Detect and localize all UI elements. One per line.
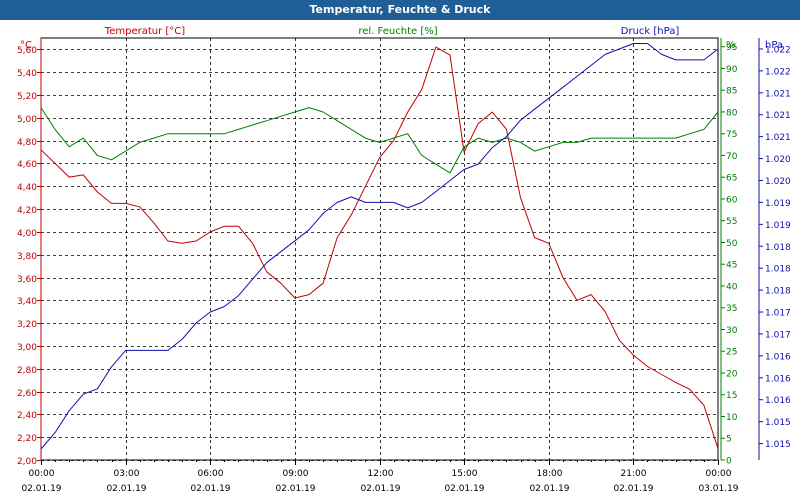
- series-pressure: [40, 43, 719, 450]
- x-tick-date: 02.01.19: [21, 484, 61, 494]
- left-tick-label: 3,40: [17, 297, 37, 307]
- axis-x: 00:00 02.01.19 03:00 02.01.19 06:00 02.01.19 0…: [21, 460, 739, 494]
- grid: [41, 38, 718, 461]
- mid-tick-label: 35: [726, 304, 737, 314]
- left-tick-label: 5,00: [17, 115, 37, 125]
- series-temperature: [40, 46, 719, 449]
- right-tick-label: 1.020: [765, 177, 791, 187]
- x-tick-date: 02.01.19: [275, 484, 315, 494]
- x-tick-time: 06:00: [198, 469, 224, 479]
- mid-tick-label: 30: [726, 326, 738, 336]
- x-tick-time: 15:00: [452, 469, 478, 479]
- right-axis-unit: hPa: [765, 40, 783, 51]
- left-tick-label: 4,00: [17, 229, 37, 239]
- right-tick-label: 1.018: [765, 287, 791, 297]
- right-tick-label: 1.016: [765, 352, 791, 362]
- left-tick-label: 5,40: [17, 69, 37, 79]
- x-tick-time: 00:00: [706, 469, 732, 479]
- legend-pressure: Druck [hPa]: [621, 26, 680, 37]
- mid-tick-label: 20: [726, 369, 738, 379]
- mid-tick-label: 50: [726, 239, 738, 249]
- right-tick-label: 1.019: [765, 199, 791, 209]
- mid-tick-label: 15: [726, 391, 737, 401]
- mid-tick-label: 45: [726, 261, 737, 271]
- mid-tick-label: 55: [726, 217, 737, 227]
- x-tick-time: 12:00: [368, 469, 394, 479]
- legend: Temperatur [°C] rel. Feuchte [%] Druck […: [104, 26, 680, 37]
- right-tick-label: 1.022: [765, 45, 791, 55]
- left-tick-label: 2,60: [17, 389, 37, 399]
- window-title: Temperatur, Feuchte & Druck: [0, 0, 800, 20]
- x-tick-date: 02.01.19: [190, 484, 230, 494]
- left-tick-label: 3,80: [17, 252, 37, 262]
- left-tick-label: 5,20: [17, 92, 37, 102]
- right-tick-label: 1.018: [765, 243, 791, 253]
- mid-tick-label: 5: [726, 435, 732, 445]
- left-tick-label: 4,80: [17, 138, 37, 148]
- mid-tick-label: 90: [726, 65, 738, 75]
- right-tick-label: 1.016: [765, 374, 791, 384]
- mid-axis-unit: %: [726, 40, 736, 51]
- mid-tick-label: 75: [726, 130, 737, 140]
- x-tick-date: 02.01.19: [529, 484, 569, 494]
- left-tick-label: 4,60: [17, 160, 37, 170]
- chart-canvas: 2,00 2,20 2,40 2,60 2,80 3,00 3,20 3,40 3,60 3,80…: [17, 26, 791, 494]
- mid-tick-label: 65: [726, 174, 737, 184]
- x-tick-time: 03:00: [114, 469, 140, 479]
- legend-temperature: Temperatur [°C]: [104, 26, 185, 37]
- x-tick-time: 09:00: [283, 469, 309, 479]
- axis-right: 1.015 1.015 1.016 1.016 1.016 1.017 1.017 1.018…: [758, 38, 791, 460]
- legend-humidity: rel. Feuchte [%]: [358, 26, 437, 37]
- mid-tick-label: 10: [726, 413, 738, 423]
- series-lines: [40, 43, 719, 450]
- axis-mid: 0 5 10 15 20 25 30 35 40 45 50 55 60 65 70 75 80 85 90 95%: [720, 38, 738, 467]
- left-tick-label: 3,20: [17, 320, 37, 330]
- right-tick-label: 1.021: [765, 133, 791, 143]
- right-tick-label: 1.019: [765, 221, 791, 231]
- series-humidity: [40, 107, 719, 174]
- mid-tick-label: 80: [726, 108, 738, 118]
- x-tick-date: 03.01.19: [698, 484, 738, 494]
- plot-frame: [40, 37, 719, 461]
- mid-tick-label: 60: [726, 195, 738, 205]
- mid-tick-label: 70: [726, 152, 738, 162]
- left-axis-unit: °C: [20, 40, 32, 51]
- mid-tick-label: 25: [726, 348, 737, 358]
- left-tick-label: 2,20: [17, 434, 37, 444]
- right-tick-label: 1.020: [765, 155, 791, 165]
- mid-tick-label: 85: [726, 87, 737, 97]
- left-tick-label: 3,00: [17, 343, 37, 353]
- x-tick-date: 02.01.19: [360, 484, 400, 494]
- left-tick-label: 5,60: [17, 46, 37, 56]
- left-tick-label: 3,60: [17, 275, 37, 285]
- left-tick-label: 2,80: [17, 366, 37, 376]
- right-tick-label: 1.016: [765, 396, 791, 406]
- mid-tick-label: 95: [726, 43, 737, 53]
- x-tick-time: 00:00: [29, 469, 55, 479]
- x-tick-date: 02.01.19: [106, 484, 146, 494]
- left-tick-label: 2,00: [17, 457, 37, 467]
- right-tick-label: 1.017: [765, 330, 791, 340]
- x-tick-date: 02.01.19: [613, 484, 653, 494]
- axis-left: 2,00 2,20 2,40 2,60 2,80 3,00 3,20 3,40 3,60 3,80…: [17, 38, 42, 467]
- right-tick-label: 1.018: [765, 265, 791, 275]
- x-tick-time: 21:00: [621, 469, 647, 479]
- right-tick-label: 1.021: [765, 89, 791, 99]
- plot-border: [40, 37, 719, 461]
- right-tick-label: 1.017: [765, 309, 791, 319]
- right-tick-label: 1.015: [765, 418, 791, 428]
- x-tick-time: 18:00: [537, 469, 563, 479]
- x-tick-date: 02.01.19: [444, 484, 484, 494]
- right-tick-label: 1.022: [765, 67, 791, 77]
- left-tick-label: 2,40: [17, 411, 37, 421]
- right-tick-label: 1.021: [765, 111, 791, 121]
- right-tick-label: 1.015: [765, 440, 791, 450]
- left-tick-label: 4,40: [17, 183, 37, 193]
- left-tick-label: 4,20: [17, 206, 37, 216]
- mid-tick-label: 40: [726, 282, 738, 292]
- mid-tick-label: 0: [726, 457, 732, 467]
